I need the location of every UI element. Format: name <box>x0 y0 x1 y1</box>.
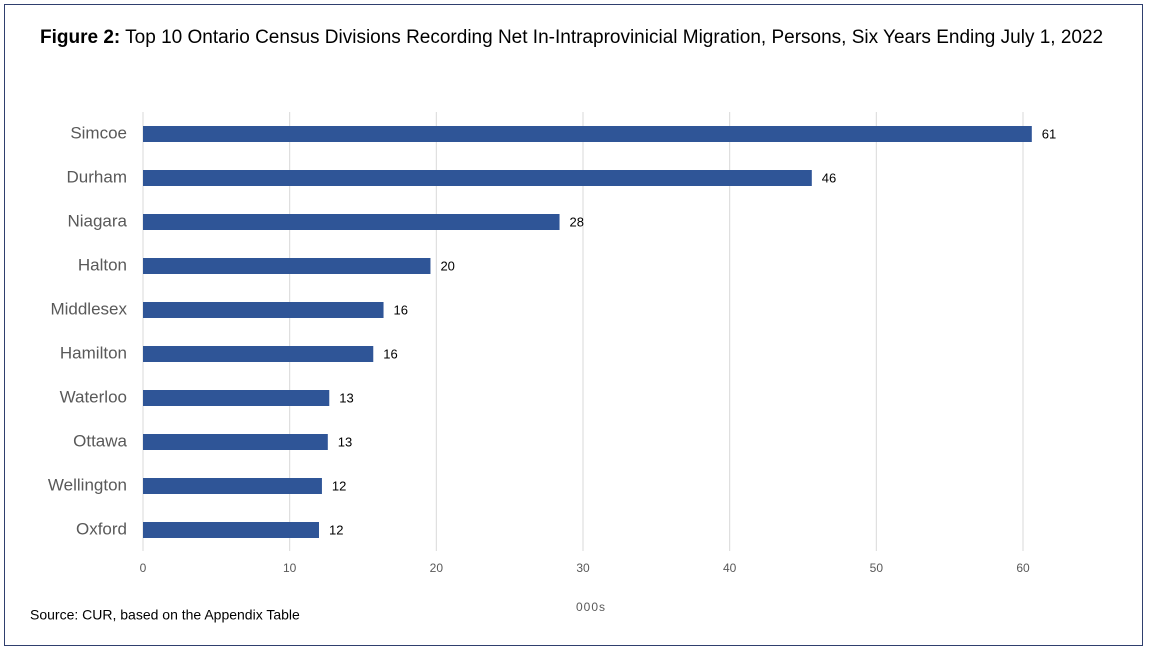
value-label: 12 <box>332 478 346 493</box>
chart-title: Figure 2: Top 10 Ontario Census Division… <box>40 26 1120 50</box>
bar <box>143 478 322 494</box>
y-tick-label: Waterloo <box>60 387 127 406</box>
y-tick-label: Ottawa <box>73 431 127 450</box>
y-tick-label: Niagara <box>67 211 127 230</box>
chart-frame: Figure 2: Top 10 Ontario Census Division… <box>4 4 1143 646</box>
value-label: 46 <box>822 170 836 185</box>
x-axis-label: 000s <box>576 600 606 614</box>
bar <box>143 346 374 362</box>
x-tick-label: 20 <box>430 561 444 575</box>
value-label: 20 <box>440 258 454 273</box>
bar <box>143 258 431 274</box>
chart: 000s Source: CUR, based on the Appendix … <box>30 112 1056 623</box>
title-prefix: Figure 2: <box>40 27 121 48</box>
y-tick-label: Durham <box>67 167 127 186</box>
y-tick-label: Simcoe <box>70 123 127 142</box>
y-tick-label: Wellington <box>48 475 127 494</box>
value-label: 16 <box>394 302 408 317</box>
value-label: 28 <box>570 214 584 229</box>
x-tick-label: 40 <box>723 561 737 575</box>
bar <box>143 522 319 538</box>
bar <box>143 302 384 318</box>
y-tick-label: Halton <box>78 255 127 274</box>
value-label: 61 <box>1042 126 1056 141</box>
value-label: 16 <box>383 346 397 361</box>
x-tick-label: 0 <box>140 561 147 575</box>
bar <box>143 434 328 450</box>
x-tick-label: 10 <box>283 561 297 575</box>
source-note: Source: CUR, based on the Appendix Table <box>30 607 300 623</box>
x-tick-label: 50 <box>870 561 884 575</box>
title-text: Top 10 Ontario Census Divisions Recordin… <box>125 27 1104 48</box>
bar <box>143 170 812 186</box>
x-tick-label: 60 <box>1016 561 1030 575</box>
bar <box>143 390 330 406</box>
value-label: 13 <box>338 434 352 449</box>
bar <box>143 126 1032 142</box>
y-tick-label: Middlesex <box>50 299 127 318</box>
y-tick-label: Oxford <box>76 519 127 538</box>
y-tick-label: Hamilton <box>60 343 127 362</box>
value-label: 13 <box>339 390 353 405</box>
x-tick-label: 30 <box>576 561 590 575</box>
value-label: 12 <box>329 522 343 537</box>
bar <box>143 214 560 230</box>
